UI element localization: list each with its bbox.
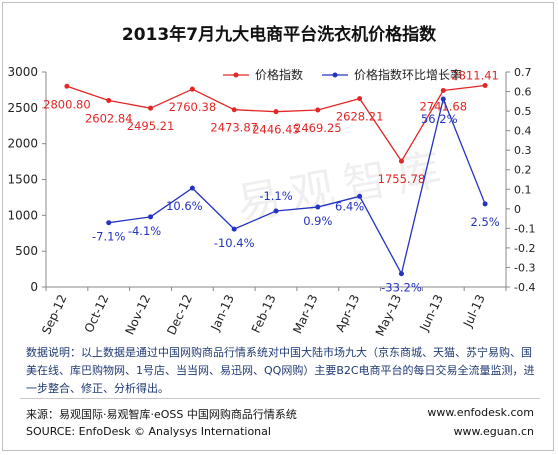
data-label: -33.2%: [381, 281, 422, 295]
y-right-tick-label: -0.3: [514, 261, 535, 274]
legend-label: 价格指数环比增长率: [354, 67, 462, 82]
data-label: 2741.68: [419, 100, 467, 114]
data-label: 10.6%: [166, 199, 203, 213]
data-label: 2495.21: [127, 119, 175, 133]
y-right-tick-label: -0.1: [514, 222, 535, 235]
data-label: 56.2%: [421, 112, 458, 126]
data-point: [440, 96, 446, 102]
y-right-tick-label: 0.2: [514, 164, 532, 177]
data-point: [231, 226, 237, 232]
data-label: 2473.87: [210, 121, 258, 135]
x-tick-label: May-13: [373, 292, 404, 338]
y-left-tick-label: 2000: [7, 137, 38, 151]
y-left-tick-label: 1000: [7, 208, 38, 222]
source-en: SOURCE: EnfoDesk © Analysys Internationa…: [26, 425, 271, 438]
x-tick-label: Nov-12: [123, 292, 154, 337]
data-point: [398, 271, 404, 277]
data-notes: 数据说明：以上数据是通过中国网购商品行情系统对中国大陆市场九大（京东商城、天猫、…: [26, 346, 535, 395]
y-left-tick-label: 1500: [7, 173, 38, 187]
data-label: 6.4%: [335, 199, 364, 213]
data-point: [231, 107, 237, 113]
data-point: [148, 214, 154, 220]
data-label: -1.1%: [259, 189, 292, 203]
x-tick-label: Jun-13: [417, 292, 446, 334]
divider: [20, 398, 540, 399]
data-label: -4.1%: [128, 224, 161, 238]
data-point: [106, 220, 112, 226]
data-point: [64, 83, 70, 89]
chart-title: 2013年7月九大电商平台洗衣机价格指数: [121, 25, 437, 45]
y-right-tick-label: 0.4: [514, 125, 532, 138]
y-right-tick-label: 0.7: [514, 66, 532, 79]
y-right-tick-label: -0.2: [514, 242, 535, 255]
y-left-tick-label: 500: [15, 244, 38, 258]
data-point: [189, 185, 195, 191]
data-point: [440, 88, 446, 94]
y-right-tick-label: 0.3: [514, 144, 532, 157]
x-tick-label: Dec-12: [164, 292, 195, 337]
series-line-mom-growth: [108, 96, 486, 276]
y-right-tick-label: 0.5: [514, 105, 532, 118]
data-point: [273, 208, 279, 214]
data-label: 2446.45: [252, 123, 300, 137]
data-point: [273, 109, 279, 115]
source-cn: 来源：易观国际·易观智库·eOSS 中国网购商品行情系统: [26, 408, 297, 421]
y-right-tick-label: 0.1: [514, 183, 532, 196]
data-label: 2800.80: [43, 97, 91, 111]
data-point: [398, 158, 404, 164]
data-label: 2811.41: [451, 69, 499, 83]
data-point: [315, 204, 321, 210]
x-tick-label: Jul-13: [460, 292, 488, 330]
chart-frame: [2, 2, 554, 451]
data-point: [357, 193, 363, 199]
url-eguan[interactable]: www.eguan.cn: [453, 425, 534, 438]
y-right-tick-label: -0.4: [514, 281, 535, 294]
y-left-tick-label: 3000: [7, 65, 38, 79]
data-label: 2469.25: [294, 121, 342, 135]
data-label: -7.1%: [92, 230, 125, 244]
url-enfodesk[interactable]: www.enfodesk.com: [427, 406, 534, 419]
data-label: 2628.21: [336, 110, 384, 124]
data-label: 2760.38: [169, 100, 217, 114]
data-point: [482, 83, 488, 89]
data-label: 2602.84: [85, 111, 133, 125]
data-label: 0.9%: [303, 214, 332, 228]
y-right-tick-label: 0: [514, 203, 521, 216]
x-tick-label: Jan-13: [208, 292, 237, 333]
legend-marker: [233, 72, 239, 78]
data-label: -10.4%: [214, 236, 255, 250]
x-tick-label: Oct-12: [82, 292, 112, 334]
data-point: [106, 97, 112, 103]
data-point: [315, 107, 321, 113]
x-tick-label: Sep-12: [39, 292, 70, 336]
chart-legend: 价格指数 价格指数环比增长率: [223, 67, 462, 82]
y-left-tick-label: 2500: [7, 101, 38, 115]
legend-marker: [332, 72, 338, 78]
legend-label: 价格指数: [255, 67, 303, 82]
x-tick-label: Mar-13: [290, 292, 320, 336]
x-tick-label: Apr-13: [333, 292, 362, 334]
data-point: [482, 201, 488, 207]
x-tick-label: Feb-13: [249, 292, 279, 335]
y-left-tick-label: 0: [30, 280, 38, 294]
data-point: [357, 96, 363, 102]
data-label: 2.5%: [470, 215, 499, 229]
data-label: 1755.78: [378, 172, 426, 186]
y-right-tick-label: 0.6: [514, 86, 532, 99]
data-point: [189, 86, 195, 92]
data-point: [148, 105, 154, 111]
